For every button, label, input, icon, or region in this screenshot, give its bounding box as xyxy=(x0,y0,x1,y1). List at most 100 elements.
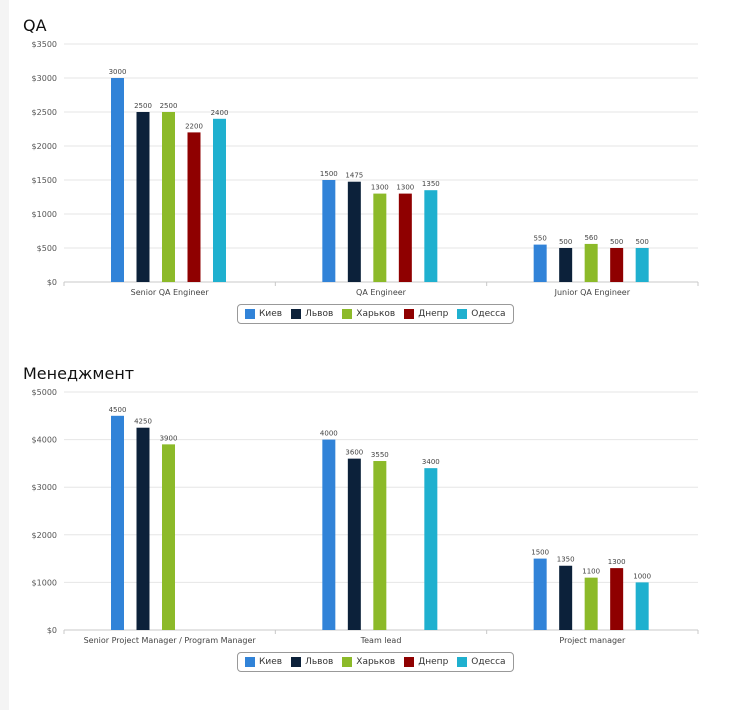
legend-label: Одесса xyxy=(471,309,506,319)
chart-qa: $0 $500 $1000 $1500 $2000 $2500 $3000 $3500 3000… xyxy=(32,40,699,297)
legend-item-киев[interactable]: Киев xyxy=(245,309,282,319)
y-tick-label: $2500 xyxy=(32,108,57,117)
legend-swatch xyxy=(291,657,302,667)
data-label: 2400 xyxy=(211,109,229,117)
bar-харьков[interactable] xyxy=(373,461,387,630)
data-label: 3000 xyxy=(109,68,127,76)
legend-item-одесса[interactable]: Одесса xyxy=(457,309,506,319)
legend-item-киев[interactable]: Киев xyxy=(245,657,282,667)
y-tick-label: $5000 xyxy=(32,388,57,397)
bar-киев[interactable] xyxy=(111,78,124,282)
y-tick-label: $1000 xyxy=(32,578,57,587)
legend-swatch xyxy=(404,309,415,319)
bar-одесса[interactable] xyxy=(635,582,649,630)
bar-одесса[interactable] xyxy=(635,248,649,282)
legend-item-днепр[interactable]: Днепр xyxy=(404,309,448,319)
x-category-label: Senior QA Engineer xyxy=(131,288,210,297)
bar-львов[interactable] xyxy=(559,248,573,282)
data-label: 1300 xyxy=(608,558,626,566)
y-tick-label: $1000 xyxy=(32,210,57,219)
bar-харьков[interactable] xyxy=(584,577,598,630)
data-label: 1000 xyxy=(633,572,651,580)
legend-qa: Киев Львов Харьков Днепр Одесса xyxy=(237,304,514,324)
legend-label: Днепр xyxy=(418,309,449,319)
data-label: 3900 xyxy=(160,434,178,442)
bar-одесса[interactable] xyxy=(424,468,438,630)
legend-swatch xyxy=(245,657,255,667)
bar-киев[interactable] xyxy=(322,439,336,630)
data-label: 2500 xyxy=(134,102,152,110)
legend-swatch xyxy=(404,657,415,667)
bar-одесса[interactable] xyxy=(424,190,438,282)
legend-label: Одесса xyxy=(471,657,506,667)
data-label: 560 xyxy=(584,234,597,242)
legend-label: Киев xyxy=(259,657,283,667)
bar-одесса[interactable] xyxy=(213,118,226,282)
data-label: 3600 xyxy=(345,449,363,457)
legend-item-харьков[interactable]: Харьков xyxy=(342,657,395,667)
bar-харьков[interactable] xyxy=(373,193,387,282)
legend-swatch xyxy=(342,657,353,667)
data-label: 1100 xyxy=(582,568,600,576)
x-category-label: Junior QA Engineer xyxy=(554,288,631,297)
y-tick-label: $2000 xyxy=(32,531,57,540)
legend-label: Харьков xyxy=(356,657,396,667)
y-tick-label: $2000 xyxy=(32,142,57,151)
legend-item-львов[interactable]: Львов xyxy=(291,309,333,319)
data-label: 4500 xyxy=(109,406,127,414)
legend-label: Харьков xyxy=(356,309,396,319)
x-category-label: Project manager xyxy=(559,636,626,645)
legend-management: Киев Львов Харьков Днепр Одесса xyxy=(237,652,514,672)
bar-днепр[interactable] xyxy=(610,568,624,630)
data-label: 1350 xyxy=(557,556,575,564)
legend-item-харьков[interactable]: Харьков xyxy=(342,309,395,319)
bar-львов[interactable] xyxy=(136,112,150,282)
y-tick-label: $3500 xyxy=(32,40,57,49)
bar-львов[interactable] xyxy=(559,565,573,630)
bar-киев[interactable] xyxy=(111,415,124,630)
legend-label: Львов xyxy=(305,309,334,319)
bar-киев[interactable] xyxy=(533,558,547,630)
legend-item-днепр[interactable]: Днепр xyxy=(404,657,448,667)
data-label: 3550 xyxy=(371,451,389,459)
legend-swatch xyxy=(457,657,468,667)
x-category-label: Team lead xyxy=(360,636,402,645)
legend-swatch xyxy=(342,309,353,319)
y-tick-label: $3000 xyxy=(32,74,57,83)
x-category-label: QA Engineer xyxy=(356,288,407,297)
bar-харьков[interactable] xyxy=(162,444,175,630)
legend-swatch xyxy=(245,309,255,319)
chart-title-management: Менеджмент xyxy=(23,364,135,383)
data-label: 3400 xyxy=(422,458,440,466)
bar-днепр[interactable] xyxy=(398,193,412,282)
bar-харьков[interactable] xyxy=(162,112,175,282)
data-label: 2200 xyxy=(185,122,203,130)
y-tick-label: $3000 xyxy=(32,483,57,492)
legend-label: Киев xyxy=(259,309,283,319)
bar-днепр[interactable] xyxy=(610,248,624,282)
bar-киев[interactable] xyxy=(533,244,547,282)
legend-swatch xyxy=(291,309,302,319)
data-label: 4000 xyxy=(320,430,338,438)
legend-label: Днепр xyxy=(418,657,449,667)
y-tick-label: $500 xyxy=(37,244,57,253)
data-label: 500 xyxy=(559,238,572,246)
legend-item-львов[interactable]: Львов xyxy=(291,657,333,667)
data-label: 1300 xyxy=(396,184,414,192)
data-label: 4250 xyxy=(134,418,152,426)
data-label: 1500 xyxy=(531,549,549,557)
bar-львов[interactable] xyxy=(347,181,361,282)
data-label: 1300 xyxy=(371,184,389,192)
bar-харьков[interactable] xyxy=(584,243,598,282)
legend-item-одесса[interactable]: Одесса xyxy=(457,657,506,667)
data-label: 500 xyxy=(635,238,648,246)
data-label: 500 xyxy=(610,238,623,246)
legend-label: Львов xyxy=(305,657,334,667)
bar-львов[interactable] xyxy=(136,427,150,630)
bar-львов[interactable] xyxy=(347,458,361,630)
data-label: 550 xyxy=(533,235,546,243)
y-tick-label: $4000 xyxy=(32,436,57,445)
bar-днепр[interactable] xyxy=(187,132,201,282)
bar-киев[interactable] xyxy=(322,180,336,282)
data-label: 1500 xyxy=(320,170,338,178)
